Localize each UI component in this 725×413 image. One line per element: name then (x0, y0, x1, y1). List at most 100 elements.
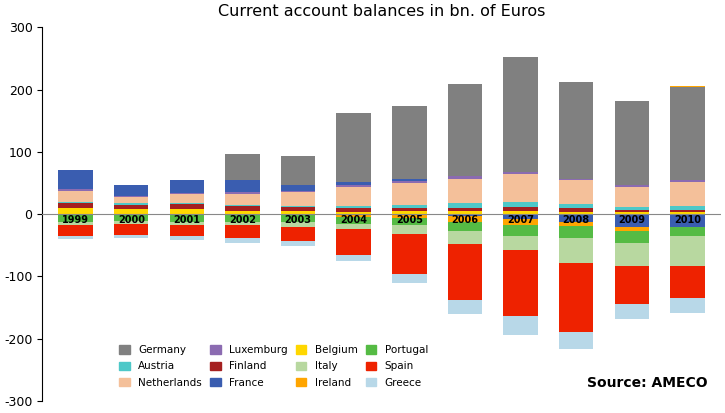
Bar (559, 221, 594, 226)
Bar (114, 209, 149, 214)
Bar (281, 211, 315, 214)
Title: Current account balances in bn. of Euros: Current account balances in bn. of Euros (218, 4, 545, 19)
Bar (225, 205, 260, 206)
Bar (448, 244, 482, 300)
Bar (225, 214, 260, 215)
Bar (392, 183, 426, 205)
Bar (559, 238, 594, 263)
Text: 2008: 2008 (563, 215, 589, 225)
Bar (59, 215, 93, 221)
Bar (559, 180, 594, 204)
Bar (615, 214, 649, 226)
Bar (170, 214, 204, 215)
Bar (281, 221, 315, 226)
Bar (114, 197, 149, 204)
Bar (670, 266, 705, 298)
Bar (225, 194, 260, 205)
Bar (615, 185, 649, 187)
Bar (336, 206, 371, 208)
Bar (559, 204, 594, 209)
Bar (281, 242, 315, 247)
Bar (336, 187, 371, 206)
Bar (170, 180, 204, 193)
Bar (281, 156, 315, 185)
Bar (392, 225, 426, 234)
Bar (170, 215, 204, 221)
Text: 2001: 2001 (173, 215, 200, 225)
Bar (615, 304, 649, 319)
Bar (114, 221, 149, 224)
Bar (503, 316, 538, 335)
Bar (615, 101, 649, 185)
Bar (336, 211, 371, 214)
Bar (448, 178, 482, 204)
Bar (670, 87, 705, 180)
Bar (503, 249, 538, 316)
Bar (59, 204, 93, 208)
Bar (59, 208, 93, 214)
Bar (503, 207, 538, 211)
Bar (559, 82, 594, 178)
Text: 2007: 2007 (507, 215, 534, 225)
Bar (448, 222, 482, 232)
Bar (225, 221, 260, 225)
Bar (559, 214, 594, 221)
Bar (392, 179, 426, 181)
Bar (670, 226, 705, 236)
Bar (170, 194, 204, 203)
Legend: Germany, Austria, Netherlands, Luxemburg, Finland, France, Belgium, Italy, Irela: Germany, Austria, Netherlands, Luxemburg… (115, 341, 432, 392)
Bar (392, 208, 426, 211)
Bar (448, 204, 482, 208)
Bar (670, 214, 705, 226)
Bar (59, 191, 93, 202)
Bar (670, 236, 705, 266)
Bar (670, 180, 705, 182)
Bar (336, 216, 371, 224)
Bar (281, 215, 315, 221)
Bar (503, 225, 538, 236)
Bar (336, 113, 371, 182)
Bar (448, 214, 482, 216)
Text: 1999: 1999 (62, 215, 89, 225)
Bar (503, 214, 538, 219)
Text: 2004: 2004 (340, 215, 368, 225)
Bar (225, 215, 260, 221)
Bar (559, 178, 594, 180)
Text: 2009: 2009 (618, 215, 645, 225)
Bar (281, 206, 315, 207)
Bar (448, 216, 482, 222)
Bar (281, 185, 315, 191)
Bar (503, 174, 538, 202)
Bar (392, 181, 426, 183)
Bar (281, 214, 315, 215)
Bar (170, 236, 204, 240)
Bar (503, 236, 538, 249)
Bar (392, 205, 426, 208)
Bar (114, 215, 149, 221)
Bar (448, 208, 482, 211)
Bar (615, 206, 649, 210)
Bar (336, 208, 371, 211)
Bar (670, 212, 705, 214)
Bar (559, 209, 594, 212)
Text: 2003: 2003 (285, 215, 312, 225)
Text: 2005: 2005 (396, 215, 423, 225)
Text: 2002: 2002 (229, 215, 256, 225)
Bar (225, 192, 260, 194)
Bar (114, 214, 149, 215)
Bar (615, 243, 649, 266)
Bar (281, 191, 315, 192)
Bar (114, 235, 149, 238)
Bar (59, 189, 93, 191)
Bar (448, 211, 482, 214)
Bar (59, 225, 93, 236)
Bar (59, 202, 93, 204)
Bar (336, 182, 371, 185)
Bar (225, 211, 260, 214)
Bar (503, 57, 538, 172)
Text: 2006: 2006 (452, 215, 479, 225)
Bar (59, 221, 93, 225)
Bar (448, 84, 482, 176)
Bar (114, 205, 149, 209)
Bar (670, 210, 705, 212)
